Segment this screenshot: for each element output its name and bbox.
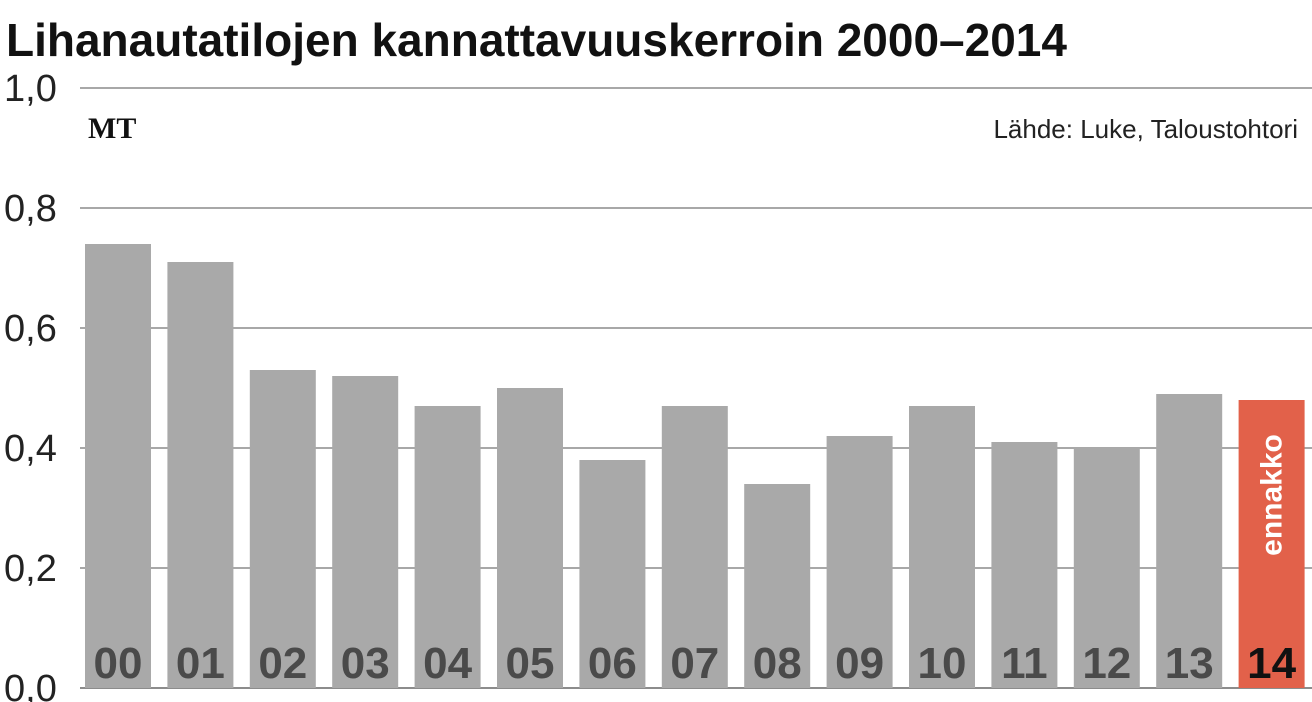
bar-10 <box>909 406 975 688</box>
x-tick-label: 05 <box>506 639 555 688</box>
y-tick-label: 0,6 <box>4 308 57 350</box>
y-tick-label: 0,0 <box>4 668 57 702</box>
x-tick-label: 11 <box>1001 639 1048 688</box>
x-axis-ticks: 00 01 02 03 04 05 06 07 08 09 10 11 12 13 14 <box>94 639 1297 688</box>
bar-05 <box>497 388 563 688</box>
x-tick-label: 03 <box>341 639 390 688</box>
x-tick-label: 10 <box>918 639 967 688</box>
x-tick-label: 08 <box>753 639 802 688</box>
x-tick-label: 04 <box>423 639 472 688</box>
x-tick-label: 06 <box>588 639 637 688</box>
x-tick-label: 00 <box>94 639 143 688</box>
bar-14 <box>1238 400 1305 688</box>
x-tick-label: 12 <box>1082 639 1131 688</box>
bar-08 <box>744 484 811 688</box>
mt-logo: MT <box>88 112 136 145</box>
bar-02 <box>249 370 316 688</box>
y-tick-label: 0,4 <box>4 428 57 470</box>
bars: ennakko <box>85 244 1305 688</box>
bar-11 <box>991 442 1058 688</box>
bar-09 <box>826 436 893 688</box>
bar-07 <box>661 406 728 688</box>
forecast-annotation: ennakko <box>1256 434 1289 556</box>
x-tick-label: 14 <box>1247 639 1296 688</box>
bar-04 <box>414 406 481 688</box>
x-tick-label: 09 <box>835 639 884 688</box>
x-tick-label: 02 <box>258 639 307 688</box>
bar-00 <box>85 244 151 688</box>
x-tick-label: 07 <box>670 639 719 688</box>
x-tick-label: 01 <box>176 639 225 688</box>
bar-13 <box>1156 394 1223 688</box>
y-tick-label: 0,2 <box>4 548 57 590</box>
bar-01 <box>167 262 234 688</box>
y-tick-label: 1,0 <box>4 68 57 110</box>
chart-title: Lihanautatilojen kannattavuuskerroin 200… <box>6 14 1067 66</box>
y-tick-label: 0,8 <box>4 188 57 230</box>
y-axis-ticks: 0,0 0,2 0,4 0,6 0,8 1,0 <box>4 68 57 702</box>
bar-03 <box>332 376 399 688</box>
source-note: Lähde: Luke, Taloustohtori <box>993 114 1298 144</box>
x-tick-label: 13 <box>1165 639 1214 688</box>
bar-06 <box>579 460 646 688</box>
bar-12 <box>1073 448 1140 688</box>
